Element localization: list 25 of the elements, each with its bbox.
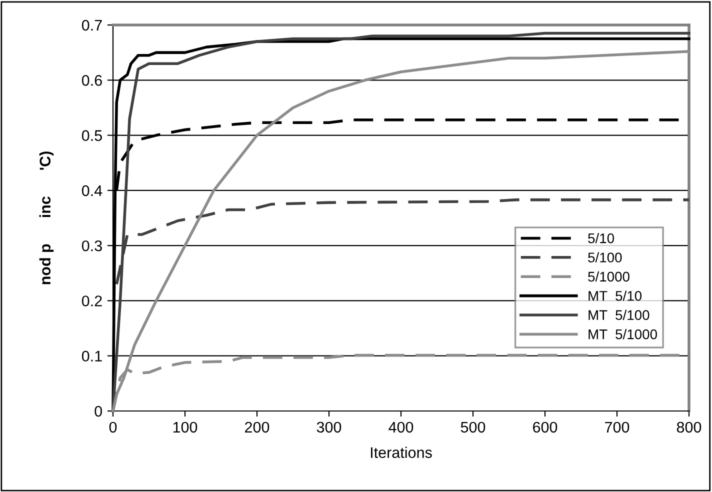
legend-label: MT 5/100 [588,310,650,320]
y-axis-title: nod p inc 'C) [39,152,54,284]
x-axis-title: Iterations [370,446,432,458]
legend-label: 5/10 [588,233,614,244]
x-tick-label: 600 [533,422,558,433]
x-tick-label: 800 [676,422,702,433]
x-tick-label: 200 [245,422,270,433]
y-tick-label: 0.3 [82,240,102,252]
legend-label: 5/100 [588,252,622,262]
x-tick-label: 100 [173,422,198,433]
y-tick-label: 0.4 [82,185,102,196]
y-tick-label: 0.6 [82,75,102,86]
y-tick-label: 0.1 [82,350,102,362]
legend-label: 5/1000 [588,271,630,282]
x-tick-label: 0 [109,422,117,433]
legend-label: MT 5/10 [588,290,642,301]
x-tick-label: 400 [388,422,414,433]
y-tick-label: 0.2 [82,296,102,306]
x-tick-label: 700 [605,422,630,433]
legend-label: MT 5/1000 [588,329,657,340]
x-tick-label: 500 [460,422,486,433]
y-tick-label: 0.5 [82,130,102,141]
y-tick-label: 0 [94,406,102,417]
y-tick-label: 0.7 [82,20,102,31]
x-tick-label: 300 [316,422,342,433]
